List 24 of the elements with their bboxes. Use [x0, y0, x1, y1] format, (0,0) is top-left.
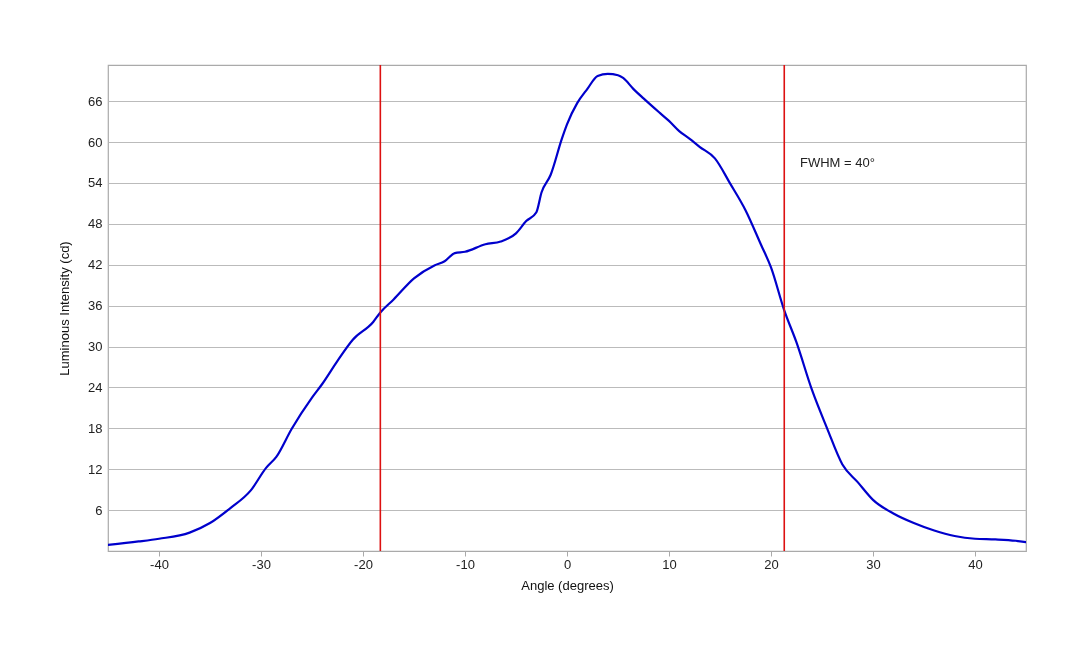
- x-tick-label: 30: [866, 556, 881, 572]
- x-tick-label: -40: [150, 556, 169, 572]
- x-tick-label: 20: [764, 556, 779, 572]
- y-tick-label: 66: [88, 93, 103, 109]
- annotation: FWHM = 40°: [800, 155, 875, 170]
- x-tick-label: -20: [354, 556, 373, 572]
- y-tick-label: 24: [88, 379, 103, 395]
- y-tick-label: 18: [88, 420, 103, 436]
- x-axis-title: Angle (degrees): [521, 577, 614, 593]
- y-tick-label: 48: [88, 216, 103, 232]
- y-tick-label: 12: [88, 461, 103, 477]
- x-tick-label: 0: [563, 556, 572, 572]
- line-series: [108, 72, 1026, 546]
- y-tick-label: 30: [88, 339, 103, 355]
- x-tick-label: -10: [456, 556, 475, 572]
- x-tick-label: 10: [662, 556, 677, 572]
- y-tick-label: 60: [88, 134, 103, 150]
- x-tick-label: 40: [968, 556, 983, 572]
- x-tick-label: -30: [252, 556, 271, 572]
- y-axis-title: Luminous Intensity (cd): [57, 241, 73, 376]
- y-tick-label: 6: [95, 502, 103, 518]
- y-tick-label: 36: [88, 298, 103, 314]
- y-tick-label: 42: [88, 257, 103, 273]
- y-tick-label: 54: [88, 175, 103, 191]
